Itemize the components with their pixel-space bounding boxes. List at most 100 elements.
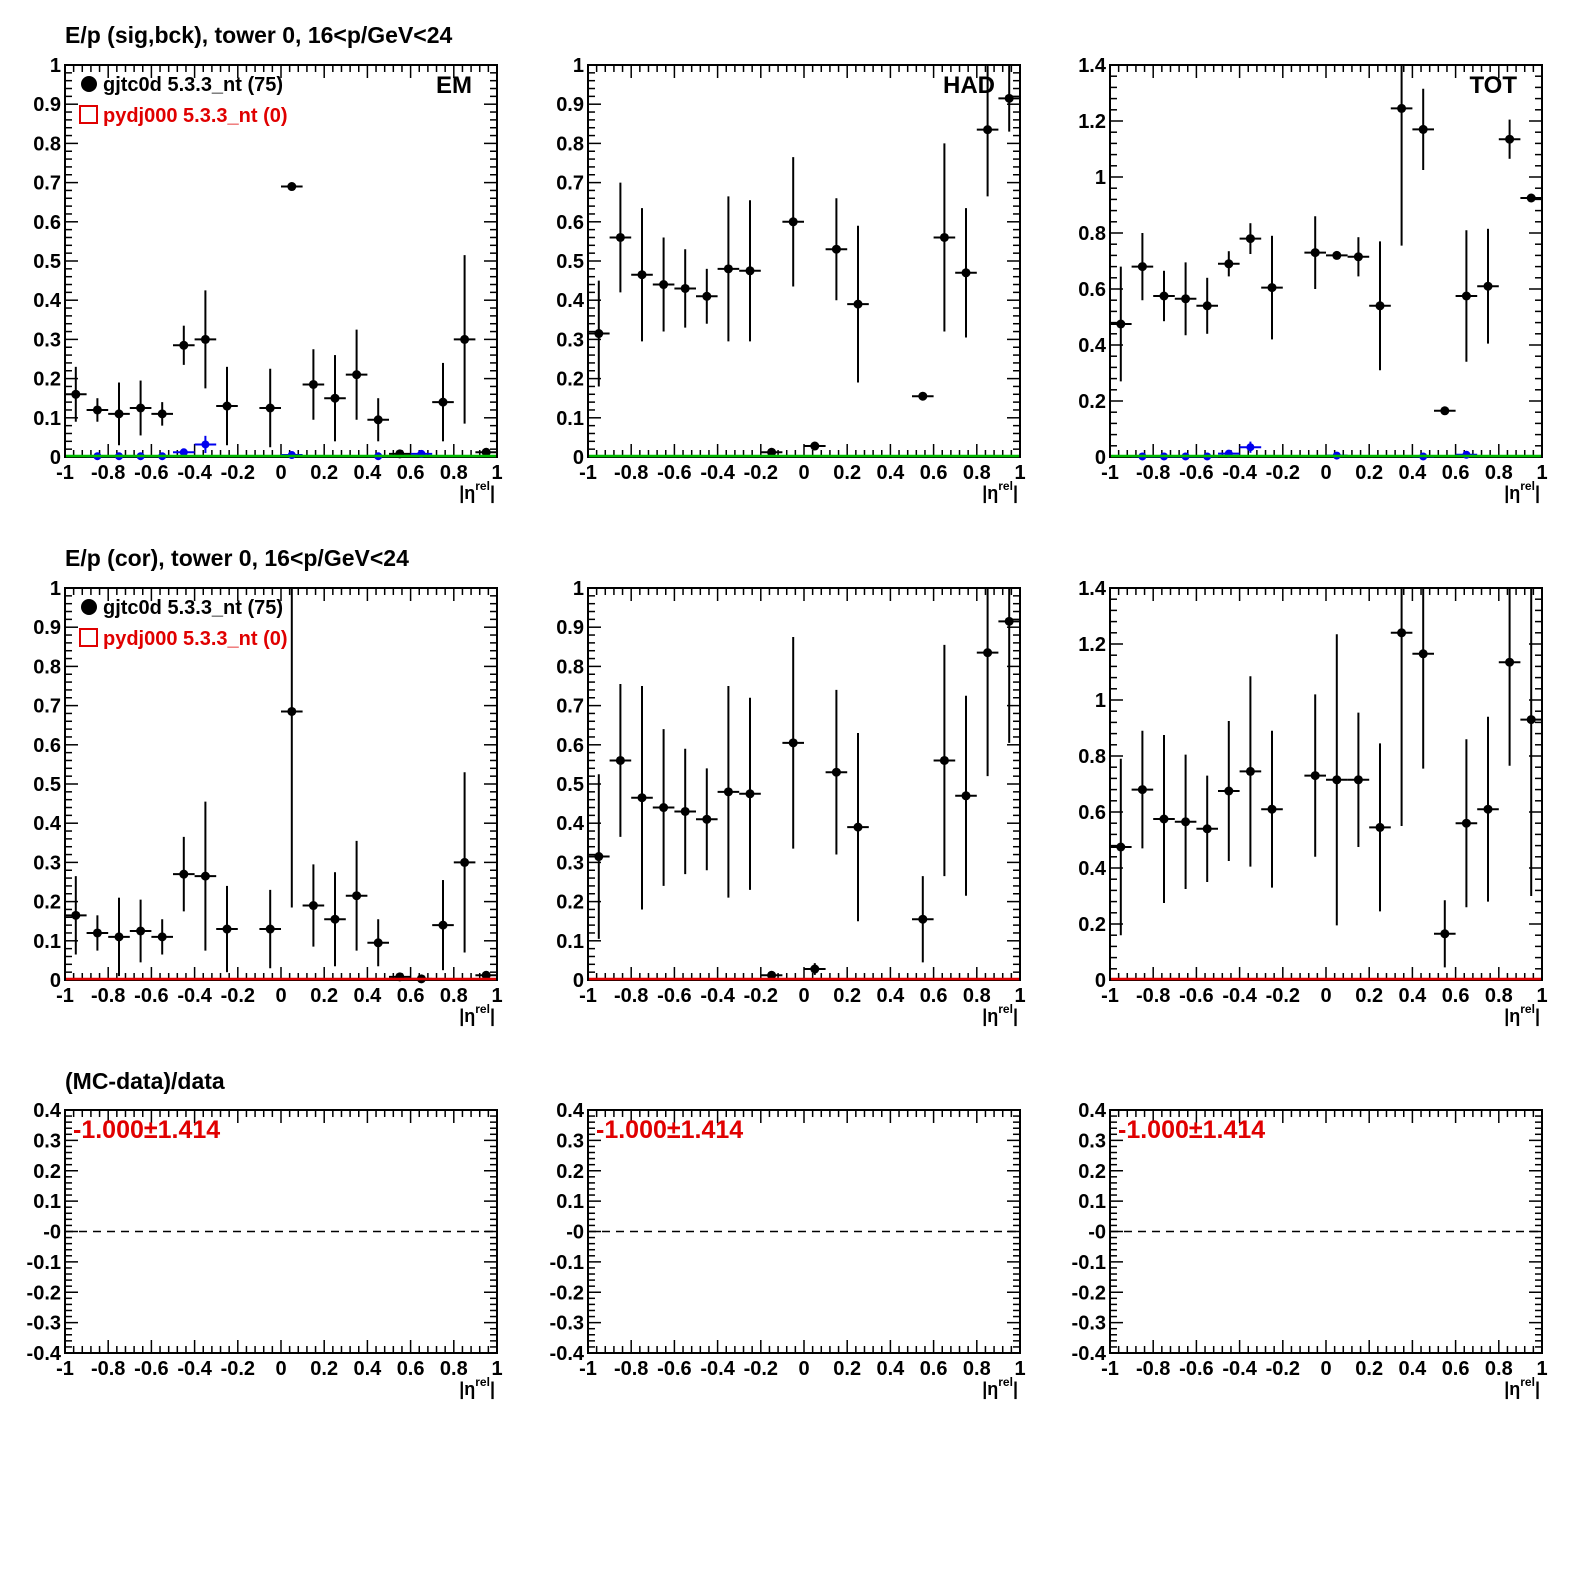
marker	[1246, 443, 1255, 452]
data-point	[1218, 721, 1240, 861]
data-point	[825, 689, 848, 855]
x-tick-label: 0	[1320, 1358, 1331, 1380]
y-tick-label: 0.1	[556, 408, 584, 430]
y-tick-label: -0	[1088, 1222, 1106, 1244]
y-tick-label: 0.1	[33, 408, 61, 430]
data-point	[912, 391, 934, 401]
y-tick-label: -0.3	[1072, 1313, 1106, 1335]
x-tick-label: 0.8	[440, 1358, 468, 1380]
marker	[330, 393, 340, 403]
y-tick-label: -0.3	[27, 1313, 61, 1335]
x-ticks: -1 -0.8 -0.6 -0.4 -0.2 0 0.2 0.4 0.6 0.8 1	[56, 1110, 503, 1380]
data-point	[1477, 228, 1499, 344]
data-point	[108, 382, 130, 446]
x-tick-label: 0.6	[1442, 1358, 1470, 1380]
data-point	[609, 684, 632, 837]
x-tick-label: 0	[798, 462, 809, 484]
marker	[438, 920, 448, 930]
data-point	[739, 200, 761, 342]
y-tick-label: 0.1	[556, 931, 584, 953]
data-point	[760, 447, 783, 457]
y-tick-label: 1.2	[1078, 634, 1106, 656]
x-tick-label: -0.2	[221, 985, 255, 1007]
x-axis-title-main: |η	[982, 1379, 998, 1399]
data-point	[976, 65, 999, 197]
y-tick-label: 0.8	[33, 133, 61, 155]
data-point	[998, 65, 1020, 132]
data-point	[1239, 223, 1262, 254]
marker	[659, 803, 669, 813]
data-point	[1520, 588, 1542, 896]
marker	[1440, 406, 1450, 416]
legend-cor: gjtc0d 5.3.3_nt (75) pydj000 5.3.3_nt (0…	[79, 597, 288, 650]
data-point	[1304, 694, 1326, 857]
data-point	[1261, 730, 1283, 888]
y-tick-label: -0.4	[27, 1343, 62, 1365]
data-point	[1153, 735, 1175, 903]
x-tick-label: -0.6	[1179, 1358, 1213, 1380]
data-point	[194, 290, 217, 389]
marker	[92, 928, 102, 938]
panel-cor-em: -1 -0.8 -0.6 -0.4 -0.2 0 0.2 0.4 0.6 0.8 1|ηrel|00…	[33, 578, 502, 1026]
marker	[1137, 262, 1147, 272]
x-tick-label: -0.8	[91, 1358, 125, 1380]
x-tick-label: -0.6	[657, 985, 691, 1007]
x-axis-title: |ηrel|	[459, 1002, 495, 1026]
y-tick-label: 0	[50, 970, 61, 992]
y-tick-label: 0.6	[33, 212, 61, 234]
y-tick-label: -0.4	[550, 1343, 585, 1365]
x-tick-label: 0.4	[1398, 1358, 1427, 1380]
panel-label-sig-tot: TOT	[1469, 72, 1517, 99]
y-tick-label: 0.9	[33, 617, 61, 639]
marker	[1483, 804, 1493, 814]
marker	[481, 970, 491, 980]
x-tick-label: -1	[56, 1358, 74, 1380]
marker	[265, 924, 275, 934]
marker	[1310, 771, 1320, 781]
row-title-cor: E/p (cor), tower 0, 16<p/GeV<24	[65, 545, 409, 571]
marker	[287, 182, 297, 192]
y-tick-label: 0.4	[33, 290, 62, 312]
marker	[136, 926, 146, 936]
y-tick-label: 0.7	[33, 173, 61, 195]
data-point	[1455, 230, 1478, 362]
y-tick-label: 0.8	[1078, 746, 1106, 768]
y-tick-label: -0.2	[1072, 1282, 1106, 1304]
y-ticks: 0 0.2 0.4 0.6 0.8 1 1.2 1.4	[1078, 578, 1542, 992]
marker	[1418, 649, 1428, 659]
x-ticks: -1 -0.8 -0.6 -0.4 -0.2 0 0.2 0.4 0.6 0.8 1	[579, 1110, 1026, 1380]
data-point	[933, 644, 956, 877]
x-tick-label: -0.2	[744, 1358, 778, 1380]
x-axis-title-sup: rel	[475, 479, 490, 493]
y-tick-label: 0.7	[556, 173, 584, 195]
data-point	[696, 768, 718, 871]
y-tick-label: 0.6	[556, 212, 584, 234]
y-tick-label: 1.4	[1078, 578, 1107, 600]
y-tick-label: 0.8	[1078, 223, 1106, 245]
data-point	[173, 836, 195, 912]
marker	[114, 932, 124, 942]
x-tick-label: 0.4	[876, 985, 905, 1007]
x-tick-label: -0.4	[177, 985, 212, 1007]
x-tick-label: -0.4	[177, 1358, 212, 1380]
row-title-ratio: (MC-data)/data	[65, 1068, 225, 1094]
x-tick-label: -0.4	[700, 1358, 735, 1380]
marker	[438, 397, 448, 407]
marker	[918, 914, 928, 924]
y-tick-label: 0.9	[556, 617, 584, 639]
x-ticks: -1 -0.8 -0.6 -0.4 -0.2 0 0.2 0.4 0.6 0.8 1	[579, 588, 1026, 1007]
x-axis-title-close: |	[490, 1006, 495, 1026]
x-tick-label: -0.6	[1179, 985, 1213, 1007]
marker	[179, 340, 189, 350]
data-point	[151, 919, 173, 955]
y-tick-label: 0.4	[1078, 1100, 1107, 1122]
y-tick-label: 0.7	[33, 696, 61, 718]
data-point	[367, 919, 389, 967]
marker	[594, 852, 604, 862]
marker	[702, 291, 712, 301]
data-point	[302, 349, 325, 420]
x-axis-title-close: |	[490, 1379, 495, 1399]
x-tick-label: 1	[491, 1358, 502, 1380]
x-tick-label: -1	[1101, 1358, 1119, 1380]
x-tick-label: 0.2	[1355, 1358, 1383, 1380]
